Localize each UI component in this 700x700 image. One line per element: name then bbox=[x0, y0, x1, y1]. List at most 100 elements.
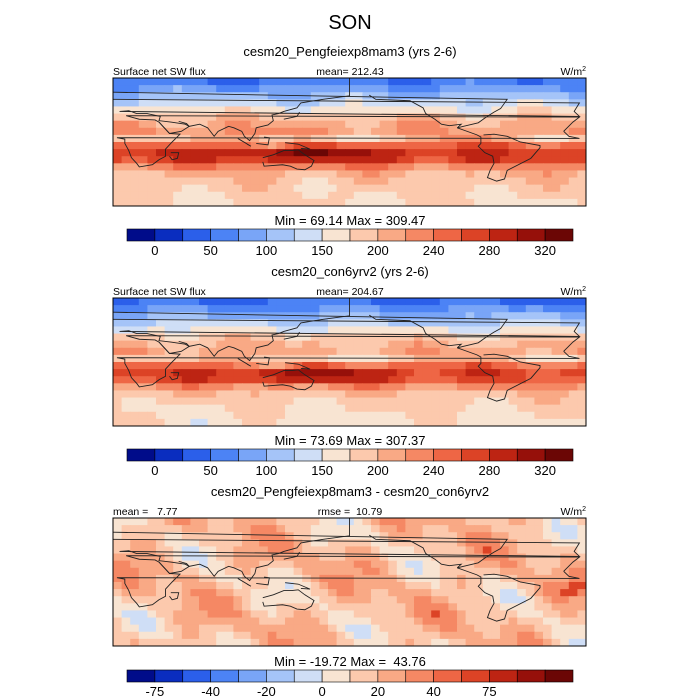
field-cell bbox=[147, 113, 157, 122]
field-cell bbox=[431, 369, 441, 377]
field-cell bbox=[181, 184, 191, 193]
field-cell bbox=[534, 596, 544, 604]
field-cell bbox=[414, 610, 424, 619]
field-cell bbox=[113, 383, 123, 392]
field-cell bbox=[431, 645, 441, 646]
colorbar-swatch bbox=[210, 669, 239, 683]
field-cell bbox=[577, 113, 586, 122]
field-cell bbox=[465, 525, 475, 533]
field-cell bbox=[130, 170, 140, 179]
field-cell bbox=[190, 354, 200, 363]
field-cell bbox=[439, 85, 449, 93]
field-cell bbox=[156, 369, 166, 377]
field-cell bbox=[156, 645, 166, 646]
field-cell bbox=[414, 617, 424, 626]
field-cell bbox=[577, 177, 586, 186]
field-cell bbox=[190, 553, 200, 562]
field-cell bbox=[379, 184, 389, 193]
field-cell bbox=[138, 205, 148, 206]
coastline bbox=[169, 152, 180, 161]
field-cell bbox=[431, 411, 441, 420]
field-cell bbox=[371, 610, 381, 619]
field-cell bbox=[508, 113, 518, 122]
field-cell bbox=[319, 404, 329, 413]
field-cell bbox=[319, 567, 329, 576]
field-cell bbox=[448, 149, 458, 157]
field-cell bbox=[500, 177, 510, 186]
field-cell bbox=[396, 418, 406, 426]
coastline bbox=[169, 592, 180, 601]
colorbar-tick-label: 50 bbox=[203, 463, 217, 478]
field-cell bbox=[267, 539, 277, 548]
field-cell bbox=[414, 546, 424, 555]
field-cell bbox=[233, 99, 243, 108]
field-cell bbox=[224, 319, 234, 328]
field-cell bbox=[121, 191, 131, 200]
field-cell bbox=[190, 539, 200, 548]
field-cell bbox=[173, 191, 183, 200]
field-cell bbox=[259, 99, 269, 108]
field-cell bbox=[517, 581, 527, 590]
field-cell bbox=[353, 99, 363, 108]
field-cell bbox=[422, 418, 432, 426]
field-cell bbox=[285, 574, 295, 583]
field-cell bbox=[405, 539, 415, 548]
field-cell bbox=[465, 376, 475, 384]
field-cell bbox=[147, 589, 157, 597]
field-cell bbox=[121, 518, 131, 526]
field-cell bbox=[379, 340, 389, 349]
field-cell bbox=[396, 298, 406, 306]
field-cell bbox=[207, 305, 217, 313]
field-cell bbox=[362, 560, 372, 569]
field-cell bbox=[371, 127, 381, 136]
field-cell bbox=[156, 617, 166, 626]
field-cell bbox=[207, 205, 217, 206]
field-cell bbox=[517, 560, 527, 569]
field-cell bbox=[310, 603, 320, 612]
field-cell bbox=[138, 624, 148, 633]
field-cell bbox=[568, 156, 578, 164]
field-cell bbox=[293, 638, 303, 646]
field-cell bbox=[250, 134, 260, 143]
field-cell bbox=[491, 369, 501, 377]
field-cell bbox=[138, 106, 148, 115]
field-cell bbox=[491, 170, 501, 179]
field-cell bbox=[525, 298, 535, 306]
field-cell bbox=[302, 624, 312, 633]
colorbar-tick-label: -20 bbox=[257, 684, 276, 699]
field-cell bbox=[310, 553, 320, 562]
field-cell bbox=[156, 354, 166, 363]
field-cell bbox=[224, 603, 234, 612]
field-cell bbox=[293, 326, 303, 335]
field-cell bbox=[457, 312, 467, 320]
field-cell bbox=[164, 631, 174, 640]
field-cell bbox=[508, 397, 518, 406]
field-cell bbox=[138, 383, 148, 392]
field-cell bbox=[199, 383, 209, 392]
field-cell bbox=[319, 106, 329, 115]
field-cell bbox=[250, 106, 260, 115]
field-cell bbox=[147, 326, 157, 335]
field-cell bbox=[113, 319, 123, 328]
field-cell bbox=[121, 376, 131, 384]
field-cell bbox=[138, 113, 148, 122]
field-cell bbox=[568, 383, 578, 392]
field-cell bbox=[276, 333, 286, 342]
field-cell bbox=[207, 99, 217, 108]
field-cell bbox=[388, 617, 398, 626]
field-cell bbox=[121, 638, 131, 646]
field-cell bbox=[336, 638, 346, 646]
field-cell bbox=[173, 120, 183, 129]
field-cell bbox=[465, 617, 475, 626]
field-cell bbox=[207, 340, 217, 349]
field-cell bbox=[560, 645, 570, 646]
field-cell bbox=[138, 369, 148, 377]
field-cell bbox=[138, 560, 148, 569]
field-cell bbox=[285, 163, 295, 172]
field-cell bbox=[250, 425, 260, 426]
field-cell bbox=[207, 149, 217, 157]
field-cell bbox=[181, 567, 191, 576]
field-cell bbox=[439, 603, 449, 612]
field-cell bbox=[517, 92, 527, 100]
field-cell bbox=[216, 149, 226, 157]
